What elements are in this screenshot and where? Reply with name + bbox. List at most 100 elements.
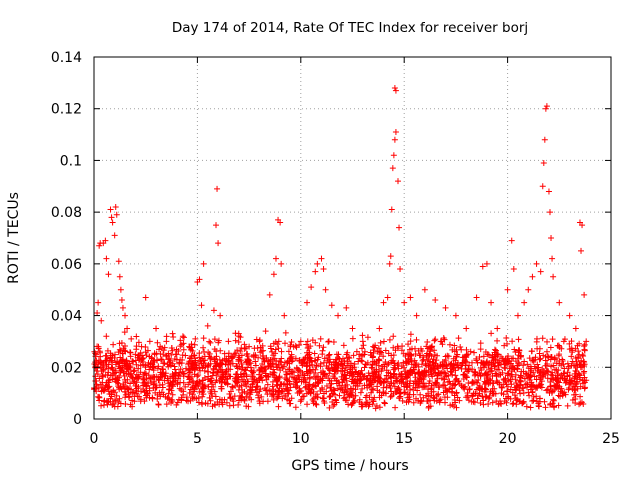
data-point	[436, 383, 443, 390]
data-point	[186, 375, 193, 382]
data-point	[157, 343, 164, 350]
data-point	[119, 304, 126, 311]
data-point	[494, 325, 501, 332]
data-point	[320, 359, 327, 366]
data-point	[525, 365, 532, 372]
data-point	[259, 353, 266, 360]
data-point	[376, 325, 383, 332]
data-point	[298, 378, 305, 385]
data-point	[326, 394, 333, 401]
data-point	[549, 372, 556, 379]
data-point	[104, 347, 111, 354]
data-point	[287, 384, 294, 391]
data-point	[211, 388, 218, 395]
data-point	[547, 383, 554, 390]
data-point	[498, 383, 505, 390]
data-point	[123, 362, 130, 369]
x-tick-label: 5	[193, 431, 202, 447]
data-point	[569, 349, 576, 356]
data-point	[548, 389, 555, 396]
data-point	[405, 341, 412, 348]
data-point	[476, 390, 483, 397]
data-point	[485, 379, 492, 386]
data-point	[124, 365, 131, 372]
data-point	[208, 354, 215, 361]
data-point	[137, 369, 144, 376]
data-point	[521, 358, 528, 365]
data-point	[353, 368, 360, 375]
data-point	[260, 398, 267, 405]
data-point	[112, 203, 119, 210]
data-point	[320, 344, 327, 351]
data-point	[129, 403, 136, 410]
data-point	[235, 338, 242, 345]
data-point	[483, 260, 490, 267]
data-point	[431, 337, 438, 344]
data-point	[536, 382, 543, 389]
data-point	[345, 401, 352, 408]
data-point	[377, 339, 384, 346]
data-point	[512, 349, 519, 356]
data-point	[501, 342, 508, 349]
data-point	[413, 336, 420, 343]
data-point	[206, 350, 213, 357]
data-point	[474, 379, 481, 386]
data-point	[275, 376, 282, 383]
data-point	[495, 366, 502, 373]
data-point	[302, 384, 309, 391]
data-point	[311, 382, 318, 389]
data-point	[392, 128, 399, 135]
data-point	[540, 373, 547, 380]
data-point	[250, 353, 257, 360]
data-point	[494, 379, 501, 386]
data-point	[140, 371, 147, 378]
data-point	[486, 376, 493, 383]
data-point	[380, 353, 387, 360]
data-point	[465, 351, 472, 358]
data-point	[449, 364, 456, 371]
data-point	[204, 368, 211, 375]
data-point	[95, 299, 102, 306]
data-point	[309, 396, 316, 403]
data-point	[451, 392, 458, 399]
data-point	[304, 370, 311, 377]
data-point	[312, 357, 319, 364]
data-point	[183, 394, 190, 401]
data-point	[292, 342, 299, 349]
data-point	[227, 394, 234, 401]
data-point	[277, 219, 284, 226]
data-point	[156, 346, 163, 353]
y-tick-label: 0.06	[51, 257, 82, 273]
data-point	[534, 367, 541, 374]
data-point	[523, 371, 530, 378]
data-point	[456, 380, 463, 387]
data-point	[550, 396, 557, 403]
data-point	[572, 381, 579, 388]
data-point	[154, 395, 161, 402]
data-point	[512, 395, 519, 402]
data-point	[516, 377, 523, 384]
data-point	[540, 160, 547, 167]
data-point	[133, 346, 140, 353]
data-point	[364, 399, 371, 406]
data-point	[370, 343, 377, 350]
data-point	[180, 334, 187, 341]
data-point	[438, 375, 445, 382]
data-point	[99, 372, 106, 379]
data-point	[542, 362, 549, 369]
data-point	[313, 401, 320, 408]
data-point	[306, 362, 313, 369]
data-point	[350, 371, 357, 378]
data-point	[226, 357, 233, 364]
data-point	[304, 344, 311, 351]
data-point	[479, 263, 486, 270]
data-point	[248, 368, 255, 375]
data-point	[313, 374, 320, 381]
data-point	[121, 329, 128, 336]
data-point	[146, 385, 153, 392]
data-point	[412, 384, 419, 391]
data-point	[176, 359, 183, 366]
data-point	[315, 380, 322, 387]
data-point	[170, 375, 177, 382]
data-point	[229, 360, 236, 367]
